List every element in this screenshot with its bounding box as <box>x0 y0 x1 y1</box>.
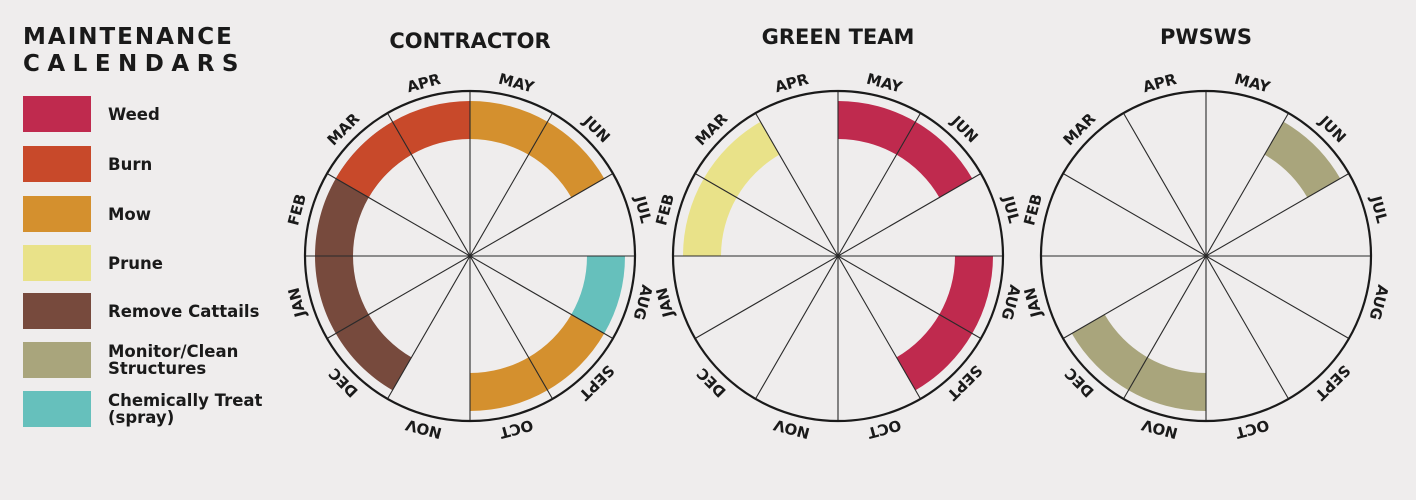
legend-label-monitor: Monitor/Clean Structures <box>108 343 238 377</box>
month-divider <box>755 112 921 400</box>
calendar-ring <box>303 89 637 423</box>
legend-swatch-mow <box>23 196 91 232</box>
calendar-contractor: CONTRACTOR JAN FEB MAR APR MAY JUN JUL AUG SEPT OC… <box>284 29 656 442</box>
legend-swatch-prune <box>23 245 91 281</box>
activity-band-monitor <box>1071 314 1206 411</box>
month-label-jun: JUN <box>947 112 982 147</box>
legend-label-burn: Burn <box>108 156 152 173</box>
activity-band-chemical <box>571 256 625 334</box>
activity-band-mow <box>470 314 605 411</box>
month-label-jun: JUN <box>1315 112 1350 147</box>
legend-label-line: (spray) <box>108 408 175 427</box>
month-label-dec: DEC <box>693 364 730 401</box>
month-label-nov: NOV <box>403 415 443 442</box>
month-label-dec: DEC <box>1061 364 1098 401</box>
legend-title-line2: CALENDARS <box>23 51 246 77</box>
legend-swatch-chemical <box>23 391 91 427</box>
month-label-may: MAY <box>1233 70 1273 97</box>
legend-swatch-monitor <box>23 342 91 378</box>
legend-label-chemical: Chemically Treat (spray) <box>108 392 262 426</box>
legend-swatch-cattails <box>23 293 91 329</box>
month-label-feb: FEB <box>284 192 310 228</box>
month-label-sept: SEPT <box>1311 361 1354 404</box>
activity-band-burn <box>335 101 470 198</box>
activity-band-prune <box>683 121 780 257</box>
month-label-nov: NOV <box>771 415 811 442</box>
legend-label-mow: Mow <box>108 206 151 223</box>
month-label-jan: JAN <box>1021 286 1046 320</box>
legend-swatch-burn <box>23 146 91 182</box>
activity-band-cattails <box>315 121 412 391</box>
month-label-may: MAY <box>865 70 905 97</box>
legend-label-line: Prune <box>108 254 163 273</box>
legend-label-cattails: Remove Cattails <box>108 303 259 320</box>
month-label-apr: APR <box>1141 70 1179 96</box>
month-label-oct: OCT <box>497 416 535 442</box>
calendar-green-team: GREEN TEAM JAN FEB MAR APR MAY JUN JUL AUG SEPT OC… <box>652 25 1024 442</box>
activity-band-monitor <box>1264 121 1341 198</box>
month-label-oct: OCT <box>1233 416 1271 442</box>
month-label-jul: JUL <box>630 193 655 225</box>
month-label-apr: APR <box>405 70 443 96</box>
month-label-sept: SEPT <box>575 361 618 404</box>
month-label-may: MAY <box>497 70 537 97</box>
activity-band-weed <box>896 256 993 391</box>
calendar-pwsws: PWSWS JAN FEB MAR APR MAY JUN JUL AUG SEPT OCT NOV D… <box>1020 25 1392 442</box>
activity-band-weed <box>838 101 973 198</box>
legend-label-line: Remove Cattails <box>108 302 260 321</box>
month-label-oct: OCT <box>865 416 903 442</box>
month-label-jul: JUL <box>998 193 1023 225</box>
legend-label-line: Mow <box>108 205 151 224</box>
legend-label-line: Chemically Treat <box>108 391 263 410</box>
month-label-feb: FEB <box>652 192 678 228</box>
month-label-nov: NOV <box>1139 415 1179 442</box>
calendar-ring <box>1039 89 1373 423</box>
month-label-feb: FEB <box>1020 192 1046 228</box>
legend-label-line: Burn <box>108 155 153 174</box>
calendar-ring <box>671 89 1005 423</box>
month-label-sept: SEPT <box>943 361 986 404</box>
month-label-jan: JAN <box>285 286 310 320</box>
activity-band-mow <box>470 101 605 198</box>
month-label-mar: MAR <box>324 109 364 149</box>
legend-label-weed: Weed <box>108 106 160 123</box>
calendar-title: GREEN TEAM <box>762 25 915 49</box>
legend-label-line: Weed <box>108 105 160 124</box>
month-label-jul: JUL <box>1366 193 1391 225</box>
month-label-apr: APR <box>773 70 811 96</box>
month-divider <box>1123 112 1289 400</box>
month-label-aug: AUG <box>998 283 1025 322</box>
month-label-mar: MAR <box>1060 109 1100 149</box>
month-divider <box>387 112 553 400</box>
legend-title: MAINTENANCE CALENDARS <box>23 24 246 78</box>
legend-label-line: Structures <box>108 359 207 378</box>
legend-label-line: Monitor/Clean <box>108 342 239 361</box>
calendar-title: CONTRACTOR <box>389 29 550 53</box>
month-label-aug: AUG <box>1366 283 1393 322</box>
month-label-mar: MAR <box>692 109 732 149</box>
month-label-jun: JUN <box>579 112 614 147</box>
legend-label-prune: Prune <box>108 255 163 272</box>
legend-title-line1: MAINTENANCE <box>23 24 234 50</box>
legend-swatch-weed <box>23 96 91 132</box>
month-label-dec: DEC <box>325 364 362 401</box>
month-label-aug: AUG <box>630 283 657 322</box>
calendar-title: PWSWS <box>1160 25 1252 49</box>
month-label-jan: JAN <box>653 286 678 320</box>
